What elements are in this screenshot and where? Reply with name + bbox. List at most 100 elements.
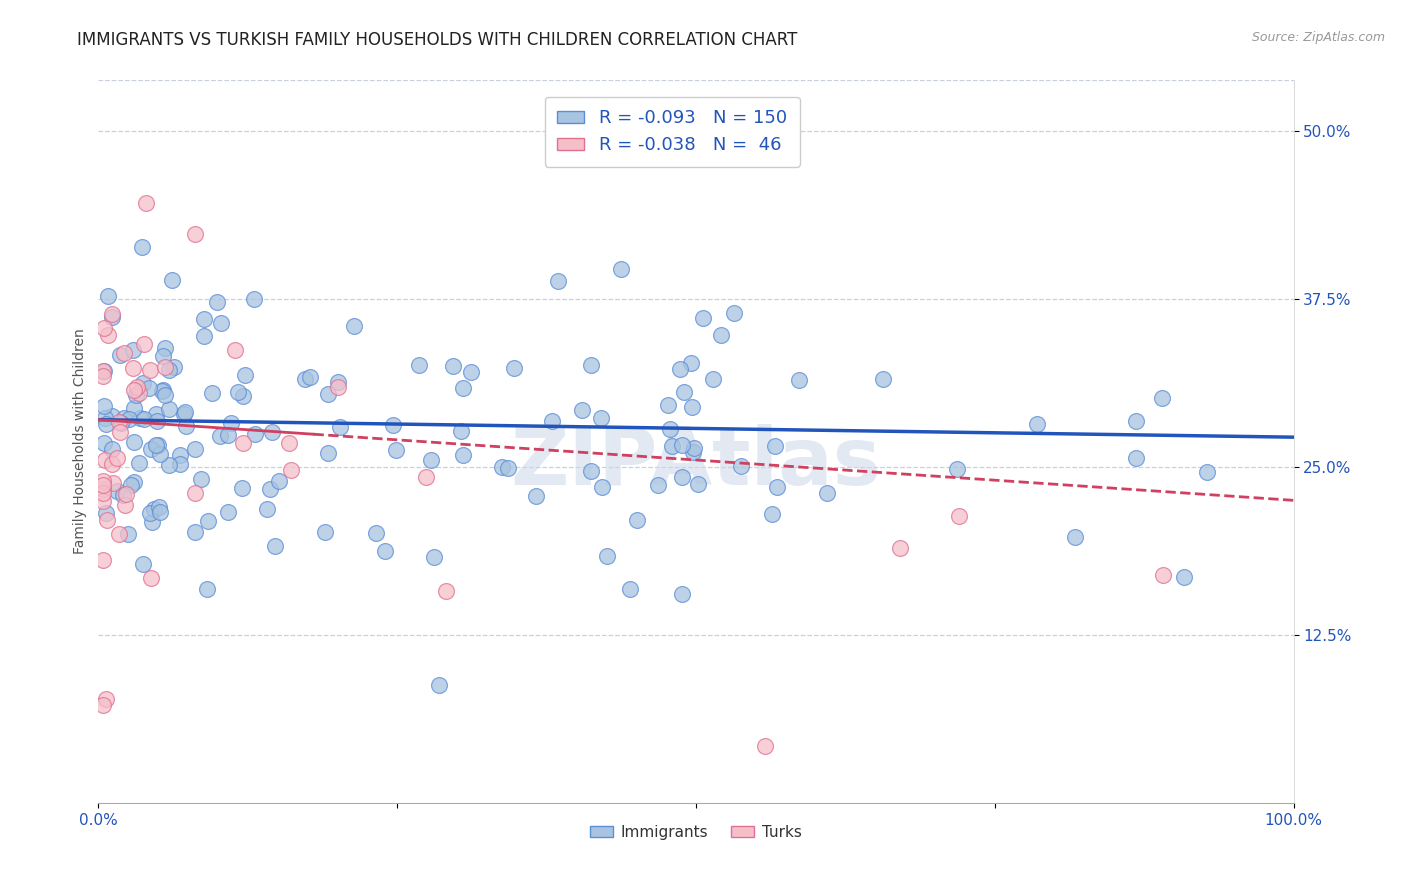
Point: [541, 414, 564, 428]
Point: [326, 380, 349, 394]
Point: [1152, 568, 1174, 582]
Point: [97, 289, 120, 303]
Text: Source: ZipAtlas.com: Source: ZipAtlas.com: [1251, 31, 1385, 45]
Point: [91, 364, 114, 378]
Point: [571, 403, 593, 417]
Point: [128, 385, 150, 400]
Point: [815, 485, 838, 500]
Point: [217, 505, 239, 519]
Point: [135, 196, 157, 211]
Point: [609, 262, 631, 277]
Point: [108, 416, 131, 430]
Point: [91, 477, 114, 491]
Point: [872, 372, 894, 386]
Point: [1125, 414, 1147, 428]
Point: [364, 526, 387, 541]
Point: [1173, 569, 1195, 583]
Point: [217, 428, 239, 442]
Point: [647, 478, 669, 492]
Point: [128, 456, 150, 470]
Point: [441, 359, 464, 373]
Point: [108, 425, 131, 439]
Point: [101, 307, 124, 321]
Point: [183, 227, 205, 242]
Point: [148, 505, 170, 519]
Point: [259, 482, 281, 496]
Point: [267, 474, 290, 488]
Point: [117, 527, 139, 541]
Point: [96, 513, 118, 527]
Point: [112, 410, 135, 425]
Point: [280, 463, 302, 477]
Y-axis label: Family Households with Children: Family Households with Children: [73, 328, 87, 555]
Point: [174, 418, 197, 433]
Point: [169, 449, 191, 463]
Point: [157, 402, 180, 417]
Point: [243, 427, 266, 442]
Point: [197, 514, 219, 528]
Point: [761, 507, 783, 521]
Point: [93, 436, 115, 450]
Point: [233, 368, 256, 382]
Point: [107, 483, 129, 498]
Point: [91, 368, 114, 383]
Point: [145, 408, 167, 422]
Point: [153, 388, 176, 402]
Point: [1152, 391, 1174, 405]
Point: [141, 515, 163, 529]
Point: [450, 424, 472, 438]
Point: [682, 445, 704, 459]
Point: [754, 739, 776, 754]
Point: [889, 541, 911, 555]
Point: [503, 361, 526, 376]
Point: [581, 464, 603, 478]
Point: [157, 458, 180, 472]
Point: [96, 691, 118, 706]
Point: [231, 481, 253, 495]
Point: [1026, 417, 1049, 431]
Point: [723, 305, 745, 319]
Point: [316, 387, 339, 401]
Point: [91, 482, 114, 496]
Point: [108, 526, 131, 541]
Point: [115, 487, 138, 501]
Point: [112, 487, 135, 501]
Point: [122, 384, 145, 398]
Point: [183, 524, 205, 539]
Point: [427, 678, 450, 692]
Point: [91, 698, 114, 712]
Point: [491, 460, 513, 475]
Point: [591, 411, 613, 425]
Point: [93, 399, 115, 413]
Point: [110, 348, 132, 362]
Point: [91, 494, 114, 508]
Point: [1064, 530, 1087, 544]
Point: [122, 361, 145, 376]
Point: [453, 381, 475, 395]
Point: [579, 358, 602, 372]
Point: [208, 429, 231, 443]
Point: [702, 372, 724, 386]
Point: [97, 327, 120, 342]
Point: [381, 417, 404, 432]
Point: [101, 310, 124, 325]
Point: [139, 442, 162, 456]
Point: [591, 480, 613, 494]
Point: [94, 417, 117, 431]
Point: [129, 410, 152, 425]
Point: [262, 425, 284, 440]
Point: [232, 388, 254, 402]
Point: [619, 582, 641, 597]
Text: ZIPAtlas: ZIPAtlas: [510, 425, 882, 502]
Point: [118, 412, 141, 426]
Point: [146, 437, 169, 451]
Point: [673, 384, 696, 399]
Point: [193, 328, 215, 343]
Point: [138, 506, 160, 520]
Point: [138, 381, 160, 395]
Point: [91, 552, 114, 566]
Point: [298, 370, 321, 384]
Point: [415, 470, 437, 484]
Point: [162, 273, 184, 287]
Point: [195, 582, 218, 597]
